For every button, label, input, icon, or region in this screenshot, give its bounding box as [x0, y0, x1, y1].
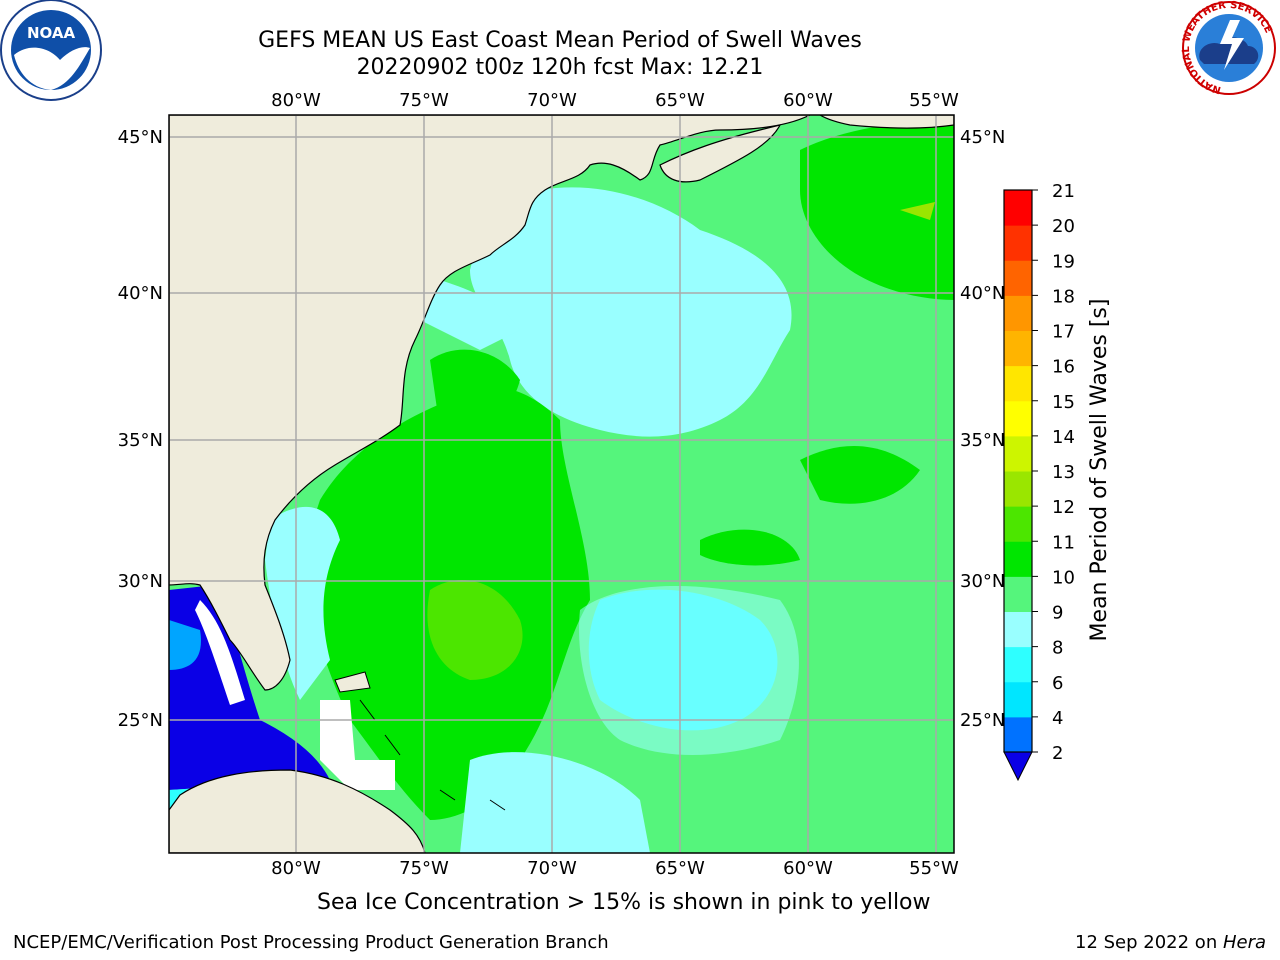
lon-labels-top: 80°W 75°W 70°W 65°W 60°W 55°W: [271, 90, 959, 111]
land-north-america: [169, 115, 811, 691]
run-date-text: 12 Sep 2022 on: [1075, 932, 1223, 953]
colorbar-segment: [1004, 400, 1032, 437]
nws-lightning-icon: [1220, 20, 1244, 70]
noaa-logo: NOAA: [0, 0, 102, 101]
colorbar-segment: [1004, 611, 1032, 648]
lon-label-top: 60°W: [783, 90, 833, 111]
colorbar-segment: [1004, 681, 1032, 718]
colorbar-segment: [1004, 541, 1032, 577]
colorbar-tick-label: 13: [1052, 462, 1075, 483]
missing-data-white-2: [320, 700, 395, 790]
colorbar-tick-label: 2: [1052, 743, 1063, 764]
map-frame: [168, 114, 955, 854]
chart-subtitle: 20220902 t00z 120h fcst Max: 12.21: [356, 55, 764, 80]
colorbar-tick-label: 19: [1052, 251, 1075, 272]
colorbar-tick-label: 18: [1052, 286, 1075, 307]
colorbar-tick-label: 10: [1052, 567, 1075, 588]
lon-label-top: 75°W: [399, 90, 449, 111]
lat-label-right: 25°N: [960, 710, 1005, 731]
swell-zone-10-11-mid: [700, 529, 800, 566]
colorbar-tick-label: 8: [1052, 638, 1063, 659]
land-bahamas: [334, 671, 371, 693]
gulf-cyan-patch: [169, 620, 201, 670]
lat-label-right: 40°N: [960, 283, 1005, 304]
colorbar-tick-label: 6: [1052, 673, 1063, 694]
nws-cloud-icon: [1199, 37, 1259, 64]
colorbar-tick-label: 15: [1052, 392, 1075, 413]
colorbar-tick-label: 12: [1052, 497, 1075, 518]
colorbar-segment: [1004, 365, 1032, 402]
colorbar-tick-label: 11: [1052, 532, 1075, 553]
lon-label-bottom: 80°W: [271, 858, 321, 879]
noaa-gull-icon: [14, 47, 90, 90]
colorbar-tick-label: 20: [1052, 216, 1075, 237]
colorbar-segment: [1004, 295, 1032, 331]
colorbar-segment: [1004, 646, 1032, 683]
lon-label-bottom: 55°W: [909, 858, 959, 879]
colorbar-label: Mean Period of Swell Waves [s]: [1087, 299, 1112, 642]
colorbar-tick-label: 9: [1052, 603, 1063, 624]
colorbar-tick-label: 14: [1052, 427, 1075, 448]
colorbar-tick-label: 21: [1052, 181, 1075, 202]
map-plot-area: [169, 115, 954, 853]
swell-zone-8-9-coast: [420, 280, 520, 350]
chart-title: GEFS MEAN US East Coast Mean Period of S…: [258, 28, 862, 53]
lat-label-left: 45°N: [118, 127, 163, 148]
land-newfoundland: [818, 115, 954, 129]
swell-zone-8-9-north: [470, 187, 792, 437]
colorbar-under-arrow: [1003, 751, 1033, 782]
run-host: Hera: [1222, 932, 1266, 953]
colorbar-tick-label: 4: [1052, 708, 1063, 729]
colorbar-segment: [1004, 225, 1032, 261]
lon-label-bottom: 70°W: [527, 858, 577, 879]
lat-labels-left: 45°N 40°N 35°N 30°N 25°N: [118, 127, 163, 731]
lon-label-bottom: 75°W: [399, 858, 449, 879]
colorbar: 2 4 6 8 9 10 11 12 13 14 15 16 17 18 19 20 21: [1003, 181, 1075, 782]
colorbar-segment: [1004, 330, 1032, 367]
swell-zone-8-9-south: [579, 586, 799, 755]
colorbar-segment: [1004, 471, 1032, 507]
swell-zone-10-11-north: [430, 349, 520, 433]
colorbar-segment: [1004, 260, 1032, 296]
graticule: [169, 115, 954, 853]
lon-label-top: 80°W: [271, 90, 321, 111]
land-nova-scotia: [659, 124, 782, 183]
land-bahamas-2: [359, 699, 506, 811]
swell-zone-11-12: [427, 580, 523, 680]
colorbar-tick-label: 17: [1052, 322, 1075, 343]
colorbar-segment: [1004, 435, 1032, 472]
lat-label-left: 35°N: [118, 430, 163, 451]
org-credit: NCEP/EMC/Verification Post Processing Pr…: [13, 932, 609, 953]
lat-label-left: 30°N: [118, 571, 163, 592]
lat-label-left: 40°N: [118, 283, 163, 304]
lat-label-left: 25°N: [118, 710, 163, 731]
lon-label-bottom: 60°W: [783, 858, 833, 879]
noaa-logo-text: NOAA: [27, 24, 76, 42]
lat-label-right: 30°N: [960, 571, 1005, 592]
colorbar-segment: [1004, 190, 1032, 226]
swell-zone-south-sea: [460, 752, 650, 853]
lon-label-top: 70°W: [527, 90, 577, 111]
lat-label-right: 45°N: [960, 127, 1005, 148]
lon-labels-bottom: 80°W 75°W 70°W 65°W 60°W 55°W: [271, 858, 959, 879]
lat-label-right: 35°N: [960, 430, 1005, 451]
nws-logo: NATIONAL WEATHER SERVICE: [1181, 0, 1276, 95]
run-date: 12 Sep 2022 on Hera: [1075, 932, 1266, 953]
lon-label-top: 55°W: [909, 90, 959, 111]
swell-zone-12-13: [900, 202, 935, 220]
lon-label-top: 65°W: [655, 90, 705, 111]
lon-label-bottom: 65°W: [655, 858, 705, 879]
colorbar-segment: [1004, 576, 1032, 612]
ice-note: Sea Ice Concentration > 15% is shown in …: [317, 890, 931, 915]
land-cuba: [169, 769, 426, 853]
missing-data-white: [195, 600, 245, 705]
swell-zone-10-11-east: [800, 120, 954, 300]
colorbar-tick-label: 16: [1052, 357, 1075, 378]
lat-labels-right: 45°N 40°N 35°N 30°N 25°N: [960, 127, 1005, 731]
colorbar-segment: [1004, 716, 1032, 753]
colorbar-segment: [1004, 506, 1032, 542]
swell-zone-10-11-east2: [800, 446, 920, 504]
